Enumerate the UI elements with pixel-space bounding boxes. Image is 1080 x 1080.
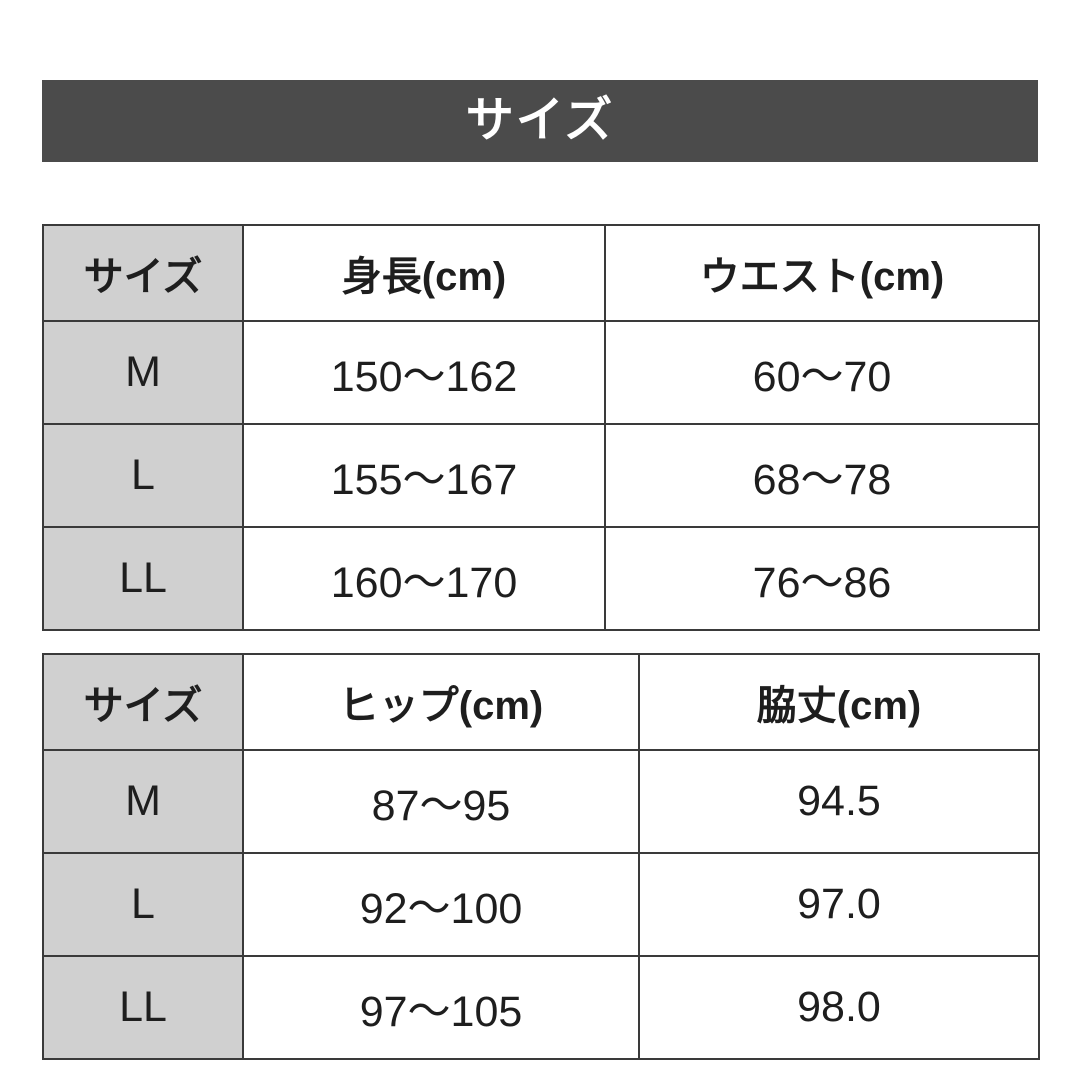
side-length-cell: 98.0 (638, 955, 1040, 1060)
size-banner-title: サイズ (465, 94, 615, 147)
hip-cell: 92〜100 (242, 852, 640, 957)
table-header-row: サイズ 身長(cm) ウエスト(cm) (42, 224, 1040, 322)
size-cell: M (42, 320, 244, 425)
table-row-l: L 155〜167 68〜78 (42, 423, 1040, 528)
size-cell: L (42, 852, 244, 957)
waist-cell: 76〜86 (604, 526, 1040, 631)
size-cell: LL (42, 526, 244, 631)
column-header-size: サイズ (42, 653, 244, 751)
table-row-ll: LL 160〜170 76〜86 (42, 526, 1040, 631)
hip-cell: 87〜95 (242, 749, 640, 854)
size-cell: L (42, 423, 244, 528)
column-header-height: 身長(cm) (242, 224, 606, 322)
height-cell: 155〜167 (242, 423, 606, 528)
column-header-side-length: 脇丈(cm) (638, 653, 1040, 751)
table-row-l: L 92〜100 97.0 (42, 852, 1040, 957)
size-table-height-waist: サイズ 身長(cm) ウエスト(cm) M 150〜162 60〜70 L 15… (42, 224, 1040, 631)
size-table-hip-sidelength: サイズ ヒップ(cm) 脇丈(cm) M 87〜95 94.5 L 92〜100… (42, 653, 1040, 1060)
height-cell: 160〜170 (242, 526, 606, 631)
column-header-hip: ヒップ(cm) (242, 653, 640, 751)
table-row-m: M 87〜95 94.5 (42, 749, 1040, 854)
column-header-waist: ウエスト(cm) (604, 224, 1040, 322)
column-header-size: サイズ (42, 224, 244, 322)
table-row-ll: LL 97〜105 98.0 (42, 955, 1040, 1060)
table-header-row: サイズ ヒップ(cm) 脇丈(cm) (42, 653, 1040, 751)
side-length-cell: 94.5 (638, 749, 1040, 854)
size-banner: サイズ (42, 80, 1038, 162)
table-row-m: M 150〜162 60〜70 (42, 320, 1040, 425)
side-length-cell: 97.0 (638, 852, 1040, 957)
height-cell: 150〜162 (242, 320, 606, 425)
waist-cell: 68〜78 (604, 423, 1040, 528)
size-cell: M (42, 749, 244, 854)
size-cell: LL (42, 955, 244, 1060)
waist-cell: 60〜70 (604, 320, 1040, 425)
hip-cell: 97〜105 (242, 955, 640, 1060)
